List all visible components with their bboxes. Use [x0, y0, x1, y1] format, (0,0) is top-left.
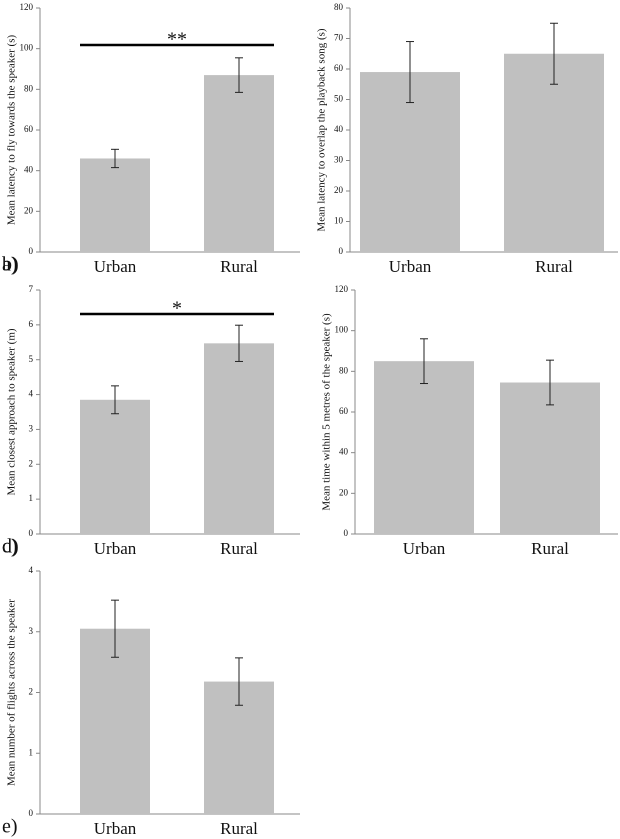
y-tick-label: 20	[24, 205, 34, 215]
x-tick-label: Urban	[94, 257, 137, 276]
y-tick-label: 70	[334, 33, 344, 43]
y-tick-label: 60	[24, 124, 34, 134]
error-bar	[550, 22, 558, 85]
x-tick-label: Rural	[220, 539, 258, 558]
y-tick-label: 4	[29, 389, 34, 399]
bar	[80, 158, 150, 252]
y-tick-label: 4	[29, 565, 34, 575]
y-tick-label: 1	[29, 493, 34, 503]
y-tick-label: 40	[24, 165, 34, 175]
y-tick-label: 80	[339, 365, 349, 375]
error-bar	[111, 599, 119, 658]
y-tick-label: 7	[29, 284, 34, 294]
y-tick-label: 0	[339, 246, 344, 256]
y-tick-label: 80	[334, 2, 344, 12]
y-axis-title: Mean latency to overlap the playback son…	[316, 28, 328, 231]
y-tick-label: 1	[29, 747, 34, 757]
y-tick-label: 10	[334, 216, 344, 226]
y-tick-label: 0	[344, 528, 349, 538]
y-tick-label: 30	[334, 155, 344, 165]
x-tick-label: Urban	[389, 257, 432, 276]
error-bar	[111, 148, 119, 169]
y-tick-label: 20	[339, 487, 349, 497]
y-tick-label: 2	[29, 687, 34, 697]
y-axis-title: Mean latency to fly towards the speaker …	[6, 35, 18, 226]
y-tick-label: 3	[29, 423, 34, 433]
y-tick-label: 50	[334, 94, 344, 104]
y-tick-label: 120	[335, 284, 349, 294]
bar	[504, 53, 604, 252]
bar	[80, 628, 150, 814]
y-axis-title: Mean time within 5 metres of the speaker…	[321, 313, 333, 511]
error-bar	[235, 324, 243, 362]
y-tick-label: 40	[334, 124, 344, 134]
y-tick-label: 100	[335, 325, 349, 335]
y-tick-label: 80	[24, 83, 34, 93]
error-bar	[546, 359, 554, 406]
y-tick-label: 100	[20, 43, 34, 53]
x-tick-label: Urban	[94, 819, 137, 838]
y-tick-label: 60	[339, 406, 349, 416]
y-tick-label: 5	[29, 354, 34, 364]
significance-label: *	[172, 298, 182, 320]
y-tick-label: 60	[334, 63, 344, 73]
bar	[80, 399, 150, 534]
y-axis-title: Mean closest approach to speaker (m)	[6, 328, 18, 495]
y-tick-label: 0	[29, 808, 34, 818]
bar	[204, 343, 274, 534]
y-tick-label: 2	[29, 458, 34, 468]
error-bar	[406, 41, 414, 104]
x-tick-label: Rural	[220, 819, 258, 838]
y-tick-label: 6	[29, 319, 34, 329]
bar	[204, 75, 274, 252]
panel-label: d)	[2, 536, 19, 558]
significance-label: **	[167, 29, 187, 51]
bar	[500, 382, 600, 534]
y-axis-title: Mean number of flights across the speake…	[6, 599, 18, 786]
panel-label: e)	[2, 816, 18, 838]
x-tick-label: Rural	[531, 539, 569, 558]
error-bar	[235, 657, 243, 706]
error-bar	[111, 385, 119, 415]
error-bar	[420, 338, 428, 385]
y-tick-label: 20	[334, 185, 344, 195]
x-tick-label: Rural	[535, 257, 573, 276]
y-tick-label: 0	[29, 528, 34, 538]
y-tick-label: 3	[29, 626, 34, 636]
x-tick-label: Urban	[94, 539, 137, 558]
panel-label: c)	[2, 536, 18, 558]
y-tick-label: 40	[339, 447, 349, 457]
y-tick-label: 120	[20, 2, 34, 12]
bar	[374, 361, 474, 534]
x-tick-label: Rural	[220, 257, 258, 276]
y-tick-label: 0	[29, 246, 34, 256]
x-tick-label: Urban	[403, 539, 446, 558]
panel-label: a)	[2, 254, 18, 276]
panel-label: b)	[2, 254, 19, 276]
error-bar	[235, 57, 243, 93]
